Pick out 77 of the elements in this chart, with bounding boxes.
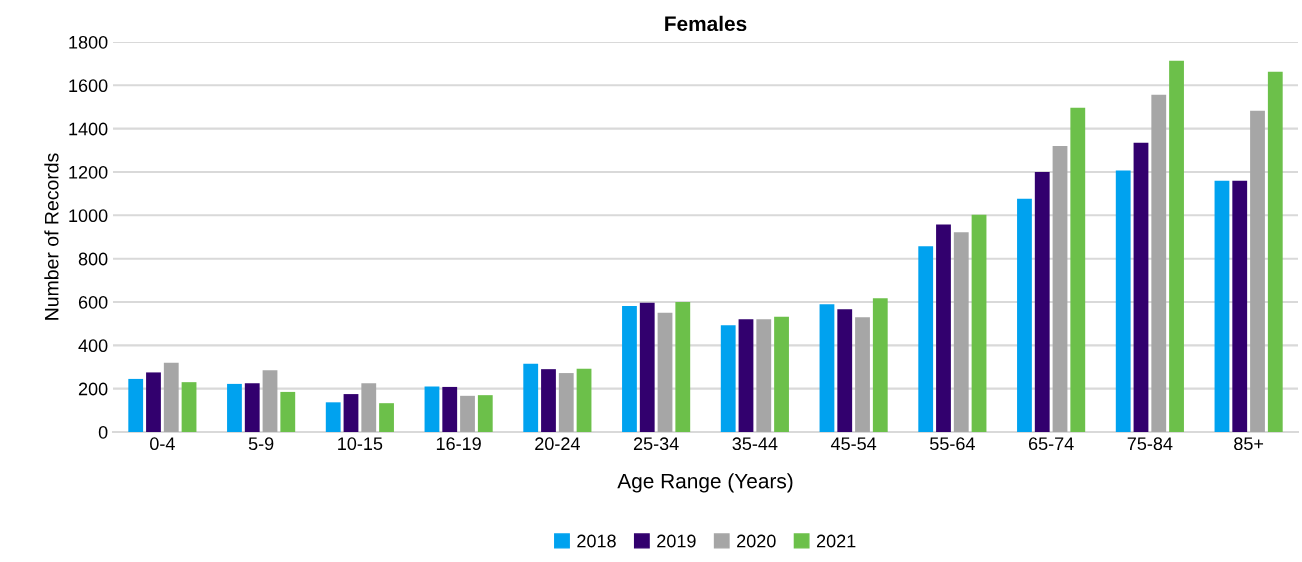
chart-title: Females <box>665 15 747 32</box>
bar <box>657 312 673 432</box>
x-tick-label: 35-44 <box>732 437 778 451</box>
bar <box>558 373 574 432</box>
bar <box>379 403 394 432</box>
bar <box>738 319 754 432</box>
bar <box>181 382 197 432</box>
x-tick-label: 0-4 <box>150 437 175 451</box>
bar <box>855 317 870 432</box>
bar <box>477 395 493 432</box>
bar <box>128 378 144 432</box>
legend-label: 2020 <box>737 534 776 548</box>
y-tick-label: 1400 <box>69 122 108 136</box>
bar <box>523 363 539 432</box>
x-tick-label: 55-64 <box>930 437 975 451</box>
bar <box>541 369 556 432</box>
legend-label: 2018 <box>577 534 616 548</box>
bar <box>1214 180 1230 432</box>
y-tick-label: 400 <box>78 339 108 353</box>
bar <box>936 224 951 432</box>
bar <box>1232 180 1248 432</box>
y-tick-label: 200 <box>78 382 108 396</box>
bar <box>227 383 242 432</box>
x-tick-label: 5-9 <box>248 437 274 451</box>
y-tick-label: 1200 <box>69 165 108 179</box>
bar <box>325 402 341 432</box>
bar <box>163 362 179 432</box>
x-axis-title: Age Range (Years) <box>617 473 793 493</box>
x-tick-label: 10-15 <box>338 437 383 451</box>
x-tick-label: 85+ <box>1234 437 1264 451</box>
bar <box>1151 94 1167 432</box>
bar <box>146 372 161 432</box>
x-tick-label: 16-19 <box>436 437 481 451</box>
bar <box>1017 198 1032 432</box>
bar <box>1115 170 1131 432</box>
x-tick-label: 45-54 <box>830 437 877 451</box>
x-tick-label: 25-34 <box>633 437 679 451</box>
bar <box>918 246 934 432</box>
bar <box>756 319 772 432</box>
bar <box>953 232 969 432</box>
bar <box>622 305 637 432</box>
bar <box>1133 142 1149 432</box>
bar <box>343 394 359 432</box>
bar <box>720 325 736 432</box>
legend-label: 2019 <box>657 534 696 548</box>
bar <box>244 383 260 432</box>
bar <box>872 298 888 432</box>
bar <box>819 304 835 432</box>
bar <box>837 309 853 432</box>
bar <box>774 316 789 432</box>
y-tick-label: 600 <box>78 295 108 309</box>
x-tick-label: 20-24 <box>535 437 580 451</box>
bar <box>424 386 440 432</box>
bar <box>639 302 655 432</box>
bar <box>971 214 987 432</box>
legend-label: 2021 <box>816 534 856 548</box>
bar <box>442 386 458 432</box>
bar <box>262 370 278 432</box>
bar <box>361 383 377 432</box>
bar <box>1070 107 1086 432</box>
y-tick-label: 1600 <box>69 79 108 93</box>
y-tick-label: 1000 <box>69 209 108 223</box>
bar <box>1250 110 1265 432</box>
bar <box>1034 172 1050 432</box>
bar <box>280 391 296 432</box>
y-axis-title: Number of Records <box>44 153 59 320</box>
bar <box>1052 146 1068 432</box>
bar <box>1169 60 1184 432</box>
bar <box>576 368 592 432</box>
y-tick-label: 0 <box>98 425 108 439</box>
x-tick-label: 65-74 <box>1028 437 1074 451</box>
bar <box>460 395 475 432</box>
bar <box>1267 71 1283 432</box>
bar <box>675 302 691 432</box>
y-tick-label: 800 <box>78 252 108 266</box>
y-tick-label: 1800 <box>69 35 108 49</box>
x-tick-label: 75-84 <box>1127 437 1173 451</box>
